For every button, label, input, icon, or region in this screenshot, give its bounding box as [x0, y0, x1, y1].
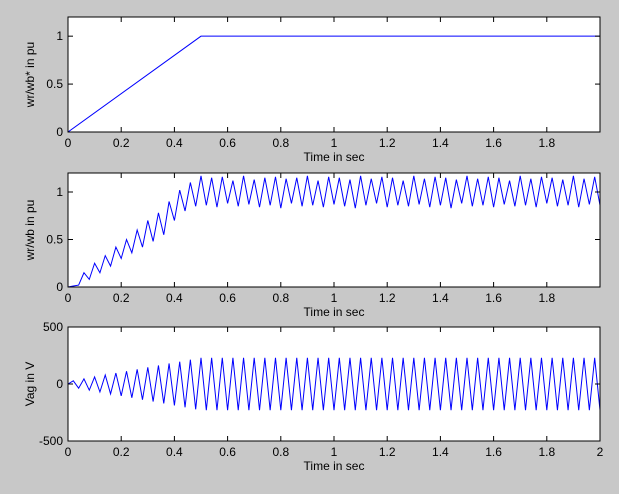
x-tick-label: 1.4: [432, 291, 449, 305]
data-line: [67, 357, 601, 411]
x-tick-label: 1.6: [485, 291, 502, 305]
axes-background: [68, 327, 600, 441]
y-tick-label: 0: [56, 377, 63, 391]
y-axis-label: wr/wb* in pu: [23, 42, 37, 108]
x-tick-label: 0: [65, 136, 72, 150]
x-tick-label: 1.2: [379, 291, 396, 305]
x-tick-label: 1.8: [538, 136, 555, 150]
x-axis-label: Time in sec: [304, 305, 365, 319]
x-tick-label: 0.6: [219, 136, 236, 150]
y-tick-label: 1: [56, 185, 63, 199]
x-tick-label: 0.4: [166, 291, 183, 305]
x-axis-label: Time in sec: [304, 459, 365, 473]
x-tick-label: 0.8: [272, 136, 289, 150]
y-tick-label: 0: [56, 280, 63, 294]
x-tick-label: 1.6: [485, 445, 502, 459]
x-tick-label: 1: [331, 136, 338, 150]
x-tick-label: 0: [65, 445, 72, 459]
x-tick-label: 1.4: [432, 445, 449, 459]
x-tick-label: 0.6: [219, 445, 236, 459]
axes-background: [68, 173, 600, 287]
x-tick-label: 0.4: [166, 136, 183, 150]
x-tick-label: 0.4: [166, 445, 183, 459]
x-tick-label: 0.2: [113, 136, 130, 150]
y-tick-label: 0: [56, 125, 63, 139]
y-tick-label: -500: [39, 434, 63, 448]
y-tick-label: 500: [43, 320, 63, 334]
y-tick-label: 0.5: [46, 77, 63, 91]
y-tick-label: 0.5: [46, 233, 63, 247]
data-line: [67, 175, 601, 288]
y-tick-label: 1: [56, 29, 63, 43]
x-tick-label: 1: [331, 291, 338, 305]
x-tick-label: 1.8: [538, 445, 555, 459]
x-tick-label: 1.6: [485, 136, 502, 150]
x-tick-label: 1.2: [379, 445, 396, 459]
x-tick-label: 0.2: [113, 445, 130, 459]
x-tick-label: 2: [597, 445, 604, 459]
x-tick-label: 1.2: [379, 136, 396, 150]
x-tick-label: 0.2: [113, 291, 130, 305]
x-tick-label: 0: [65, 291, 72, 305]
y-axis-label: Vag in V: [23, 362, 37, 406]
data-line: [67, 35, 600, 133]
x-tick-label: 0.8: [272, 445, 289, 459]
x-axis-label: Time in sec: [304, 150, 365, 164]
y-axis-label: wr/wb in pu: [23, 200, 37, 262]
x-tick-label: 1: [331, 445, 338, 459]
x-tick-label: 1.4: [432, 136, 449, 150]
x-tick-label: 1.8: [538, 291, 555, 305]
x-tick-label: 0.6: [219, 291, 236, 305]
x-tick-label: 0.8: [272, 291, 289, 305]
